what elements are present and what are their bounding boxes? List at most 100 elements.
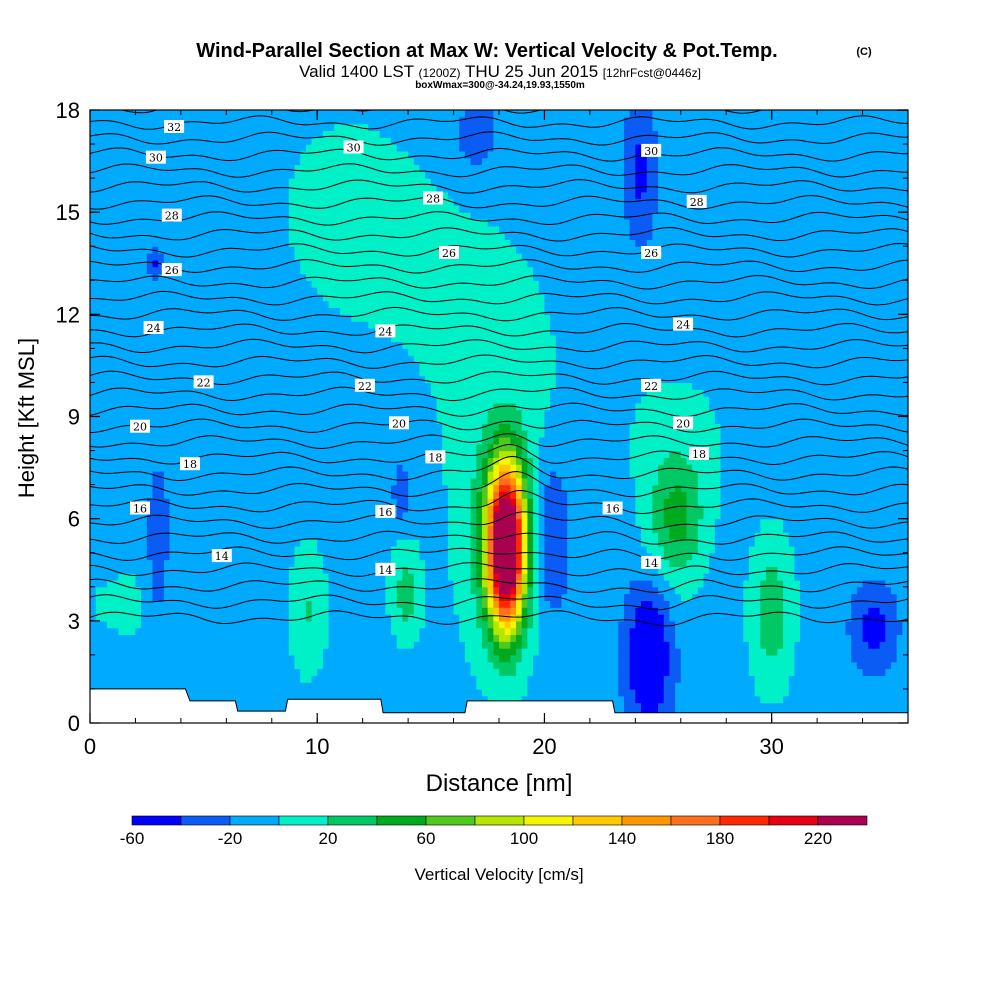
velocity-cell xyxy=(459,607,466,615)
velocity-cell xyxy=(107,491,114,499)
velocity-cell xyxy=(578,566,585,574)
velocity-cell xyxy=(868,505,875,513)
velocity-cell xyxy=(572,511,580,520)
velocity-cell xyxy=(675,586,682,595)
velocity-cell xyxy=(714,491,722,499)
velocity-cell xyxy=(743,654,750,663)
velocity-cell xyxy=(720,545,727,554)
velocity-cell xyxy=(595,607,602,615)
velocity-cell xyxy=(902,702,908,710)
velocity-cell xyxy=(425,627,432,636)
velocity-cell xyxy=(339,586,347,595)
velocity-cell xyxy=(521,627,528,636)
velocity-cell xyxy=(714,525,722,533)
velocity-cell xyxy=(612,559,619,567)
velocity-cell xyxy=(175,498,182,506)
velocity-cell xyxy=(822,702,830,710)
velocity-cell xyxy=(408,607,415,615)
velocity-cell xyxy=(692,682,699,690)
velocity-cell xyxy=(339,688,347,697)
velocity-cell xyxy=(595,695,602,704)
velocity-cell xyxy=(493,648,500,656)
velocity-cell xyxy=(447,634,455,642)
velocity-cell xyxy=(368,607,375,615)
velocity-cell xyxy=(277,600,284,608)
velocity-cell xyxy=(675,641,682,649)
velocity-cell xyxy=(487,505,494,513)
velocity-cell xyxy=(748,620,756,629)
velocity-cell xyxy=(856,654,864,663)
velocity-cell xyxy=(476,491,483,499)
velocity-cell xyxy=(765,661,773,670)
velocity-cell xyxy=(703,593,710,601)
velocity-cell xyxy=(902,545,908,554)
velocity-cell xyxy=(476,641,483,649)
velocity-cell xyxy=(129,648,137,656)
velocity-cell xyxy=(169,675,176,683)
velocity-cell xyxy=(533,688,540,697)
velocity-cell xyxy=(595,545,602,554)
velocity-cell xyxy=(436,682,443,690)
velocity-cell xyxy=(163,579,171,588)
velocity-cell xyxy=(436,566,443,574)
velocity-cell xyxy=(760,498,767,506)
velocity-cell xyxy=(641,675,648,683)
velocity-cell xyxy=(464,573,472,581)
velocity-cell xyxy=(163,491,171,499)
velocity-cell xyxy=(703,579,710,588)
velocity-cell xyxy=(646,545,653,554)
velocity-cell xyxy=(748,559,756,567)
velocity-cell xyxy=(839,668,847,676)
velocity-cell xyxy=(851,559,858,567)
velocity-cell xyxy=(203,491,210,499)
velocity-cell xyxy=(527,654,534,663)
velocity-cell xyxy=(192,688,199,697)
velocity-cell xyxy=(402,566,409,574)
velocity-cell xyxy=(544,525,551,533)
velocity-cell xyxy=(493,607,500,615)
velocity-cell xyxy=(351,600,358,608)
velocity-cell xyxy=(180,627,188,636)
velocity-cell xyxy=(828,532,835,540)
velocity-cell xyxy=(124,668,131,676)
velocity-cell xyxy=(578,511,585,520)
velocity-cell xyxy=(169,634,176,642)
velocity-cell xyxy=(641,688,648,697)
velocity-cell xyxy=(828,566,835,574)
velocity-cell xyxy=(288,641,296,649)
velocity-cell xyxy=(777,518,784,527)
velocity-cell xyxy=(345,641,352,649)
velocity-cell xyxy=(868,573,875,581)
velocity-cell xyxy=(783,600,790,608)
velocity-cell xyxy=(141,566,148,574)
velocity-cell xyxy=(720,552,727,561)
velocity-cell xyxy=(817,579,824,588)
velocity-cell xyxy=(487,600,494,608)
velocity-cell xyxy=(606,607,614,615)
velocity-cell xyxy=(322,614,330,622)
velocity-cell xyxy=(794,695,801,704)
velocity-cell xyxy=(186,573,193,581)
velocity-cell xyxy=(447,559,455,567)
velocity-cell xyxy=(567,559,574,567)
velocity-cell xyxy=(453,532,460,540)
velocity-cell xyxy=(550,491,557,499)
velocity-cell xyxy=(561,614,568,622)
velocity-cell xyxy=(811,511,818,520)
velocity-cell xyxy=(129,491,137,499)
velocity-cell xyxy=(146,539,154,547)
velocity-cell xyxy=(862,634,869,642)
velocity-cell xyxy=(436,614,443,622)
velocity-cell xyxy=(839,695,847,704)
velocity-cell xyxy=(584,518,591,527)
velocity-cell xyxy=(425,484,432,493)
velocity-cell xyxy=(731,702,739,710)
velocity-cell xyxy=(839,586,847,595)
velocity-cell xyxy=(124,654,131,663)
velocity-cell xyxy=(129,654,137,663)
velocity-cell xyxy=(271,661,279,670)
velocity-cell xyxy=(129,539,137,547)
velocity-cell xyxy=(595,682,602,690)
velocity-cell xyxy=(374,627,381,636)
velocity-cell xyxy=(828,593,835,601)
